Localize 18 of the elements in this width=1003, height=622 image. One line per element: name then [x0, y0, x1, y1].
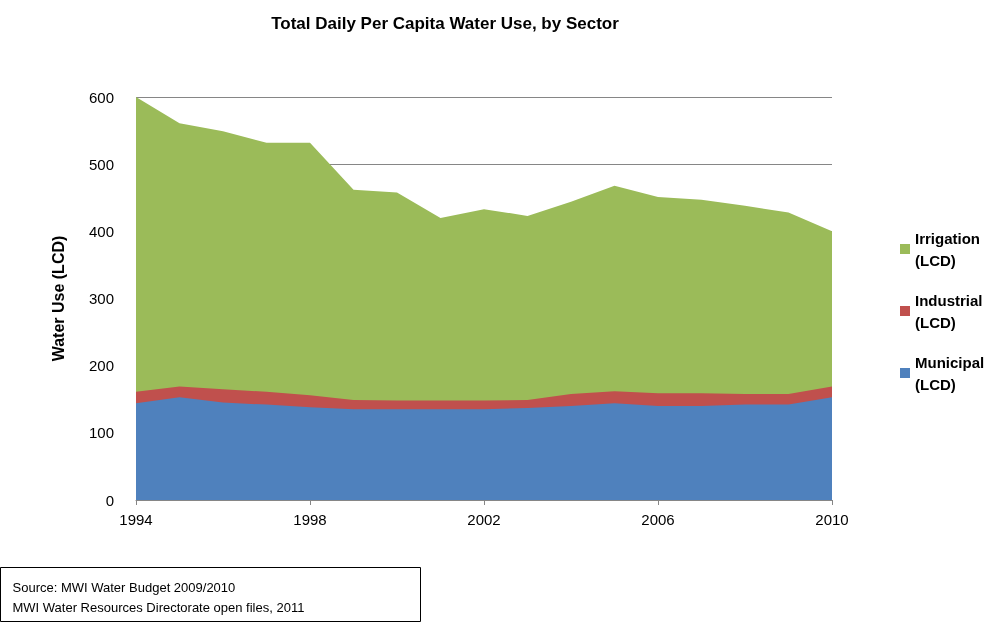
y-tick-label: 200 [88, 357, 114, 375]
y-axis-title: Water Use (LCD) [49, 235, 67, 362]
y-tick-label: 100 [88, 424, 114, 442]
x-tick-label: 1994 [119, 511, 153, 528]
y-tick-label: 0 [105, 491, 114, 509]
chart-title: Total Daily Per Capita Water Use, by Sector [271, 14, 620, 33]
y-tick-label: 600 [88, 88, 114, 106]
x-tick-label: 2002 [467, 511, 501, 528]
y-tick-label: 400 [88, 222, 114, 240]
y-tick-label: 500 [88, 155, 114, 173]
source-note: Source: MWI Water Budget 2009/2010 MWI Water Resources Directorate open files, 2011 [12, 580, 305, 615]
legend-label: Irrigation (LCD) [915, 229, 985, 269]
legend-label: Industrial (LCD) [915, 291, 987, 331]
y-tick-label: 300 [88, 290, 114, 307]
legend-label: Municipal (LCD) [915, 353, 989, 393]
x-tick-label: 2006 [641, 511, 675, 528]
x-tick-label: 1998 [293, 511, 327, 528]
x-tick-label: 2010 [815, 511, 849, 528]
